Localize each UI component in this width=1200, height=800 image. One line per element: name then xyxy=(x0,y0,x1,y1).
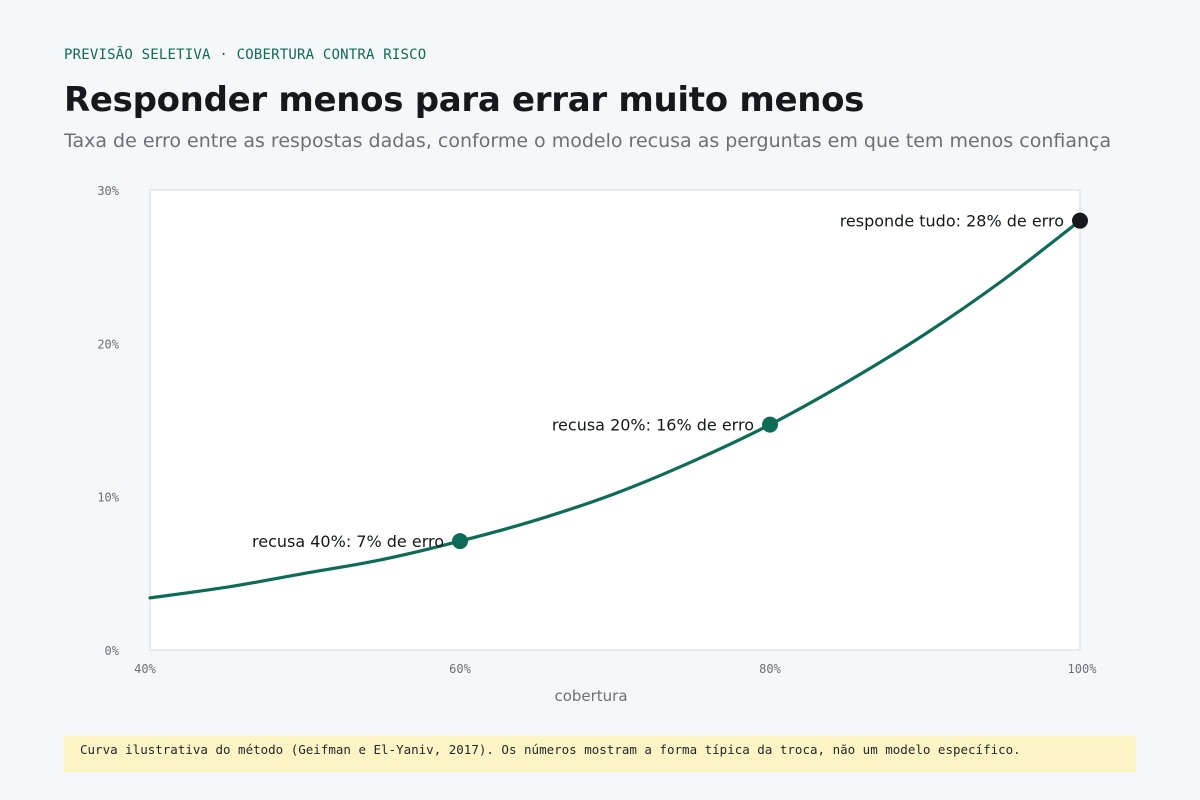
x-tick-label: 80% xyxy=(759,662,781,676)
y-tick-label: 10% xyxy=(97,491,119,505)
highlight-label: recusa 40%: 7% de erro xyxy=(252,532,444,551)
y-tick-label: 0% xyxy=(105,644,120,658)
chart-subtitle: Taxa de erro entre as respostas dadas, c… xyxy=(64,130,1112,152)
chart-title: Responder menos para errar muito menos xyxy=(64,80,865,120)
footnote: Curva ilustrativa do método (Geifman e E… xyxy=(64,736,1136,772)
highlight-point xyxy=(452,533,468,550)
x-tick-label: 100% xyxy=(1068,662,1098,676)
x-tick-label: 40% xyxy=(134,662,156,676)
series-line xyxy=(148,219,1082,600)
highlight-point xyxy=(762,416,778,433)
highlight-label: recusa 20%: 16% de erro xyxy=(552,416,754,435)
x-axis-label: cobertura xyxy=(554,687,627,705)
eyebrow: PREVISÃO SELETIVA · COBERTURA CONTRA RIS… xyxy=(64,47,427,63)
y-tick-label: 20% xyxy=(97,337,119,351)
x-tick-label: 60% xyxy=(449,662,471,676)
highlight-point xyxy=(1072,212,1088,229)
y-tick-label: 30% xyxy=(97,184,119,198)
highlight-label: responde tudo: 28% de erro xyxy=(840,212,1064,231)
